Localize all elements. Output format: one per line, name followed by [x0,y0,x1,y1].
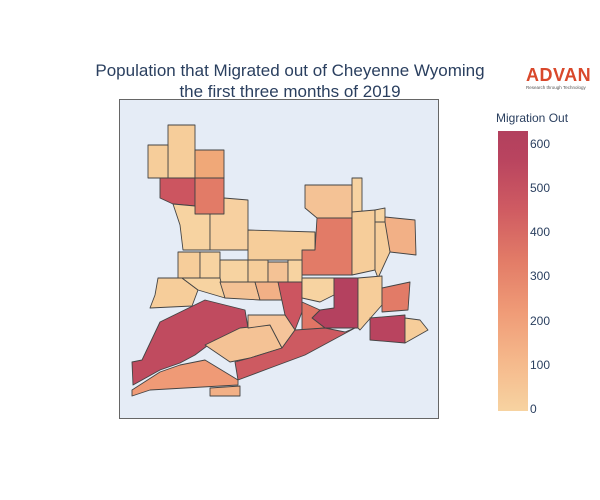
tract [277,281,303,331]
tract [219,281,261,301]
colorbar-tick: 600 [530,137,551,151]
tract [167,124,196,179]
colorbar-tick: 500 [530,181,551,195]
advan-logo: ADVAN Research through Technology [526,66,596,91]
tract [304,184,353,219]
tract [219,259,249,283]
map-frame[interactable] [119,99,439,419]
logo-name: ADVAN [526,65,592,85]
colorbar-tick: 400 [530,225,551,239]
logo-tagline: Research through Technology [526,85,586,90]
tract [374,221,391,279]
colorbar-title: Migration Out [496,111,569,125]
chart-title-line2: the first three months of 2019 [179,82,401,101]
colorbar-tick: 0 [530,402,537,416]
tract [194,177,225,215]
tract [369,314,406,344]
tract [381,281,411,313]
tract [351,209,376,276]
tract [131,359,239,397]
choropleth-map[interactable] [120,100,439,419]
tract [159,177,196,207]
tract [131,299,249,386]
tract [147,144,169,179]
tract [234,327,356,381]
tract [267,261,289,283]
colorbar [498,131,528,411]
chart-title: Population that Migrated out of Cheyenne… [40,60,540,102]
tract [404,317,429,344]
tract [177,251,201,279]
tract [194,149,225,179]
colorbar-tick: 300 [530,269,551,283]
tract [301,301,326,331]
tract [199,251,221,279]
tract [301,277,335,303]
colorbar-tick: 200 [530,314,551,328]
tract [209,197,249,251]
tract [374,207,386,223]
tract [287,259,303,283]
tract [209,385,241,397]
tract [247,259,269,283]
chart-title-line1: Population that Migrated out of Cheyenne… [95,61,485,80]
colorbar-tick: 100 [530,358,551,372]
